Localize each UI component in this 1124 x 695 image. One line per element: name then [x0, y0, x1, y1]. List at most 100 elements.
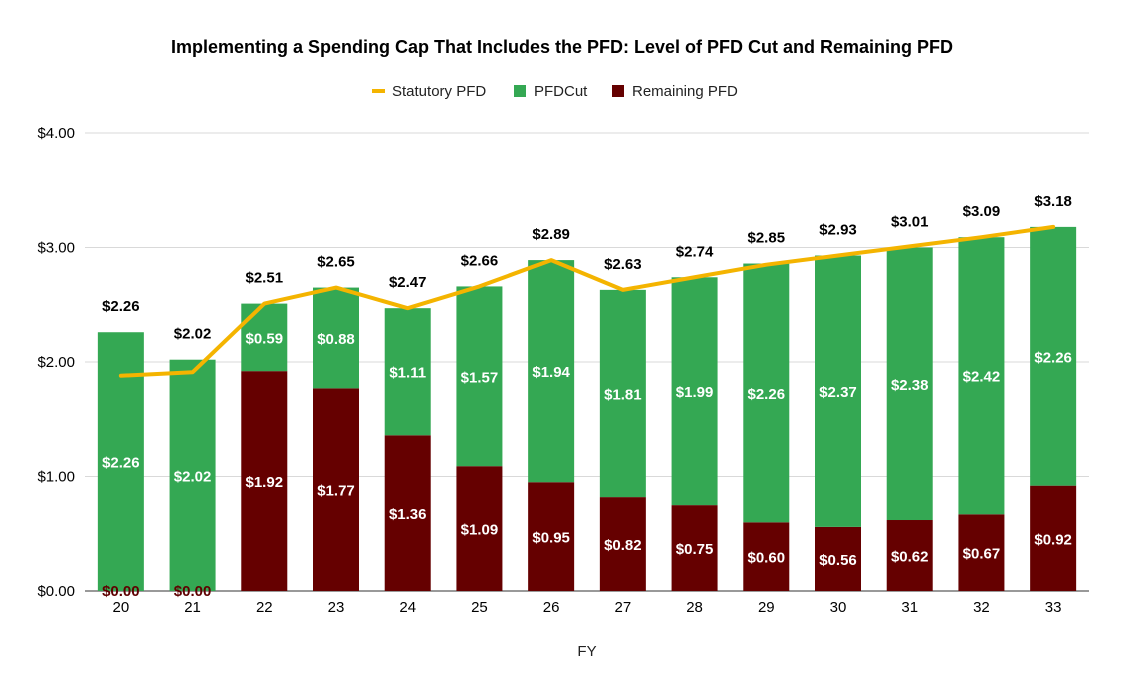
x-tick-label: 20 — [113, 599, 130, 616]
remaining-pfd-value-label: $1.92 — [246, 474, 284, 491]
total-value-label: $2.51 — [246, 270, 284, 287]
pfd-cut-value-label: $1.81 — [604, 386, 642, 403]
remaining-pfd-value-label: $1.09 — [461, 522, 499, 539]
total-value-label: $2.26 — [102, 298, 140, 315]
legend-label: PFDCut — [534, 83, 588, 100]
remaining-pfd-value-label: $0.00 — [174, 583, 212, 600]
bar-pfd-cut — [528, 260, 575, 483]
x-tick-label: 33 — [1045, 599, 1062, 616]
x-tick-label: 27 — [615, 599, 632, 616]
bar-remaining-pfd — [1030, 485, 1077, 591]
gridlines — [85, 132, 1089, 592]
total-value-label: $2.47 — [389, 274, 427, 291]
x-tick-label: 24 — [399, 599, 416, 616]
x-tick-label: 25 — [471, 599, 488, 616]
remaining-pfd-value-label: $1.77 — [317, 483, 355, 500]
bar-pfd-cut — [384, 308, 431, 436]
bar-remaining-pfd — [384, 435, 431, 591]
bar-pfd-cut — [599, 289, 646, 498]
remaining-pfd-value-label: $0.56 — [819, 552, 857, 569]
x-tick-label: 21 — [184, 599, 201, 616]
y-axis: $0.00 $1.00 $2.00 $3.00 $4.00 — [37, 125, 75, 600]
bar-remaining-pfd — [313, 388, 359, 591]
remaining-pfd-value-label: $0.60 — [748, 550, 786, 567]
total-value-label: $2.74 — [676, 243, 714, 260]
remaining-pfd-value-label: $0.82 — [604, 537, 642, 554]
bar-pfd-cut — [241, 303, 288, 372]
x-tick-label: 28 — [686, 599, 703, 616]
total-value-label: $2.63 — [604, 256, 642, 273]
total-value-label: $2.65 — [317, 254, 355, 271]
legend-square-swatch — [514, 85, 526, 97]
pfd-cut-value-label: $2.37 — [819, 384, 857, 401]
total-value-label: $2.85 — [748, 230, 786, 247]
pfd-cut-value-label: $1.94 — [532, 364, 570, 381]
x-tick-label: 30 — [830, 599, 847, 616]
total-value-label: $2.02 — [174, 326, 212, 343]
remaining-pfd-value-label: $0.75 — [676, 541, 714, 558]
pfd-cut-value-label: $2.42 — [963, 369, 1001, 386]
statutory-pfd-line — [118, 224, 1056, 378]
legend: Statutory PFD PFDCut Remaining PFD — [372, 83, 738, 100]
total-value-label: $3.01 — [891, 214, 929, 231]
legend-label: Statutory PFD — [392, 83, 486, 100]
bar-remaining-pfd — [456, 466, 503, 591]
y-tick-label: $1.00 — [37, 469, 75, 486]
bar-remaining-pfd — [958, 514, 1005, 591]
bar-remaining-pfd — [241, 371, 288, 591]
total-value-label: $2.89 — [532, 226, 570, 243]
bar-pfd-cut — [1030, 226, 1077, 486]
x-tick-label: 32 — [973, 599, 990, 616]
pfd-cut-value-label: $1.99 — [676, 384, 714, 401]
total-value-label: $2.93 — [819, 222, 857, 239]
pfd-cut-value-label: $2.26 — [1034, 349, 1072, 366]
data-labels: $2.26 $0.00 $2.26 $2.02 $0.00 $2.02 $0.59 $1.92… — [102, 193, 1072, 600]
x-tick-label: 22 — [256, 599, 273, 616]
bar-pfd-cut — [313, 287, 359, 389]
bars — [97, 226, 1077, 591]
chart-title: Implementing a Spending Cap That Include… — [171, 37, 953, 57]
y-tick-label: $2.00 — [37, 354, 75, 371]
y-tick-label: $0.00 — [37, 583, 75, 600]
bar-pfd-cut — [169, 359, 216, 591]
bar-remaining-pfd — [886, 520, 933, 591]
x-tick-label: 29 — [758, 599, 775, 616]
legend-label: Remaining PFD — [632, 83, 738, 100]
bar-remaining-pfd — [743, 522, 790, 591]
total-value-label: $3.18 — [1034, 193, 1072, 210]
legend-square-swatch — [612, 85, 624, 97]
bar-pfd-cut — [743, 263, 790, 523]
pfd-cut-value-label: $2.26 — [748, 386, 786, 403]
x-tick-label: 23 — [328, 599, 345, 616]
remaining-pfd-value-label: $1.36 — [389, 506, 427, 523]
bar-remaining-pfd — [671, 505, 718, 591]
y-tick-label: $3.00 — [37, 240, 75, 257]
pfd-cut-value-label: $0.88 — [317, 331, 355, 348]
remaining-pfd-value-label: $0.62 — [891, 549, 929, 566]
remaining-pfd-value-label: $0.95 — [532, 530, 570, 547]
pfd-cut-value-label: $1.57 — [461, 369, 499, 386]
statutory-line — [118, 224, 1056, 378]
total-value-label: $2.66 — [461, 252, 499, 269]
pfd-cut-value-label: $2.02 — [174, 468, 212, 485]
y-tick-label: $4.00 — [37, 125, 75, 142]
total-value-label: $3.09 — [963, 203, 1001, 220]
bar-pfd-cut — [456, 286, 503, 467]
bar-remaining-pfd — [528, 482, 575, 591]
bar-pfd-cut — [886, 247, 933, 521]
x-tick-label: 26 — [543, 599, 560, 616]
pfd-cut-value-label: $2.26 — [102, 455, 140, 472]
remaining-pfd-value-label: $0.67 — [963, 546, 1001, 563]
x-tick-label: 31 — [901, 599, 918, 616]
x-axis: 20 21 22 23 24 25 26 27 28 29 30 31 32 33 — [113, 599, 1062, 616]
x-axis-title: FY — [577, 643, 596, 660]
pfd-cut-value-label: $0.59 — [246, 330, 284, 347]
remaining-pfd-value-label: $0.00 — [102, 583, 140, 600]
bar-pfd-cut — [671, 277, 718, 506]
bar-pfd-cut — [815, 255, 861, 527]
remaining-pfd-value-label: $0.92 — [1034, 531, 1072, 548]
bar-remaining-pfd — [815, 526, 861, 591]
bar-remaining-pfd — [599, 497, 646, 591]
bar-pfd-cut — [958, 237, 1005, 515]
